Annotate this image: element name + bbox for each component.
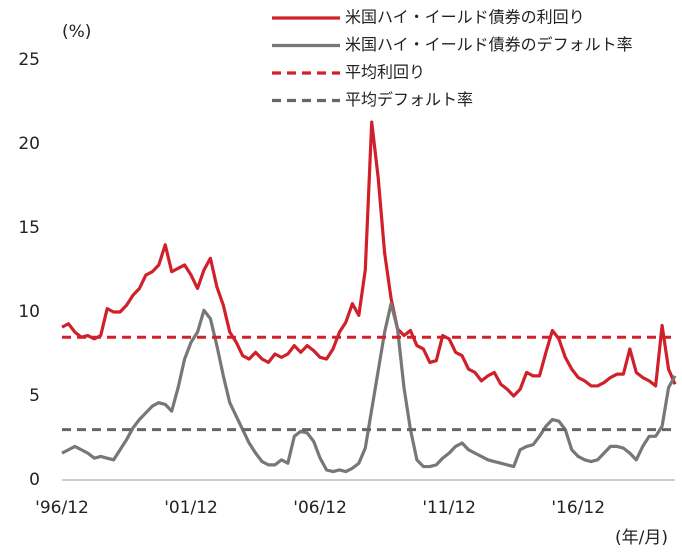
y-tick-label: 15 [18, 218, 40, 238]
legend-label: 米国ハイ・イールド債券のデフォルト率 [345, 35, 633, 54]
data-line [61, 120, 677, 398]
y-tick-label: 25 [18, 50, 40, 70]
y-tick-label: 20 [18, 134, 40, 154]
y-tick-label: 10 [18, 302, 40, 322]
y-axis-label: (%) [62, 22, 91, 42]
y-tick-label: 0 [29, 470, 40, 490]
data-line [61, 302, 677, 474]
x-tick-label: '11/12 [422, 498, 476, 518]
legend-label: 平均利回り [345, 63, 425, 82]
legend-label: 米国ハイ・イールド債券の利回り [345, 8, 585, 27]
x-tick-label: '06/12 [293, 498, 347, 518]
legend-label: 平均デフォルト率 [345, 90, 473, 109]
y-tick-label: 5 [29, 386, 40, 406]
x-axis-label: (年/月) [615, 528, 668, 548]
x-tick-label: '16/12 [551, 498, 605, 518]
x-tick-label: '96/12 [35, 498, 89, 518]
x-tick-label: '01/12 [164, 498, 218, 518]
